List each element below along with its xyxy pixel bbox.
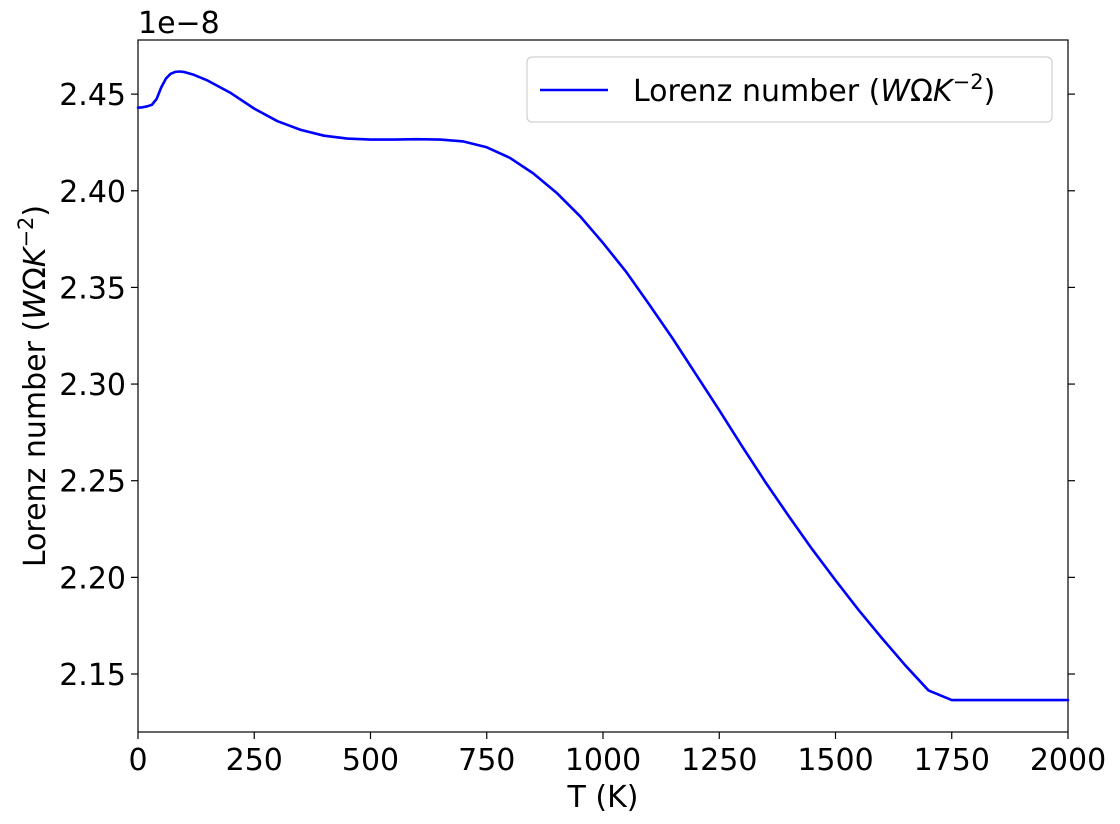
x-tick-label: 250 xyxy=(226,743,283,778)
legend-label-exponent: −2 xyxy=(953,70,984,94)
x-tick-label: 0 xyxy=(128,743,147,778)
x-tick-label: 1750 xyxy=(914,743,990,778)
x-axis-label: T (K) xyxy=(567,780,639,815)
x-tick-label: 1500 xyxy=(797,743,873,778)
y-axis-label-exponent: −2 xyxy=(14,217,38,248)
legend-box xyxy=(526,56,1053,123)
series-line-lorenz-number xyxy=(136,70,1070,702)
legend-label-text: Lorenz number ( xyxy=(633,74,880,109)
legend-label-close: ) xyxy=(984,74,996,109)
y-tick-label: 2.40 xyxy=(59,175,126,210)
y-tick-label: 2.30 xyxy=(59,368,126,403)
x-tick-label: 1250 xyxy=(681,743,757,778)
y-axis-ticks-right xyxy=(1068,93,1075,675)
legend: Lorenz number (WΩK−2) xyxy=(526,56,1053,123)
y-axis-ticks: 2.15 2.20 2.25 2.30 2.35 2.40 2.45 xyxy=(59,78,138,693)
y-tick-label: 2.45 xyxy=(59,78,126,113)
y-tick-label: 2.35 xyxy=(59,271,126,306)
legend-label-omega: Ω xyxy=(910,74,933,109)
x-tick-label: 2000 xyxy=(1030,743,1106,778)
y-axis-label-close: ) xyxy=(18,205,53,217)
y-axis-label: Lorenz number (WΩK−2) xyxy=(14,205,53,567)
y-tick-label: 2.25 xyxy=(59,465,126,500)
y-axis-offset-text: 1e−8 xyxy=(138,6,220,41)
y-tick-label: 2.20 xyxy=(59,561,126,596)
y-axis-label-omega: Ω xyxy=(18,267,53,290)
y-axis-label-w: W xyxy=(18,289,53,320)
legend-label-k: K xyxy=(933,74,955,109)
x-tick-label: 1000 xyxy=(565,743,641,778)
y-tick-label: 2.15 xyxy=(59,658,126,693)
x-tick-label: 500 xyxy=(342,743,399,778)
legend-label-w: W xyxy=(880,74,911,109)
y-axis-label-text: Lorenz number ( xyxy=(18,320,53,567)
y-axis-label-k: K xyxy=(18,245,53,267)
x-tick-label: 750 xyxy=(458,743,515,778)
legend-label-lorenz-number: Lorenz number (WΩK−2) xyxy=(633,70,995,109)
x-axis-ticks: 0 250 500 750 1000 1250 1500 1750 2000 xyxy=(128,732,1106,778)
plot-area xyxy=(137,39,1069,733)
